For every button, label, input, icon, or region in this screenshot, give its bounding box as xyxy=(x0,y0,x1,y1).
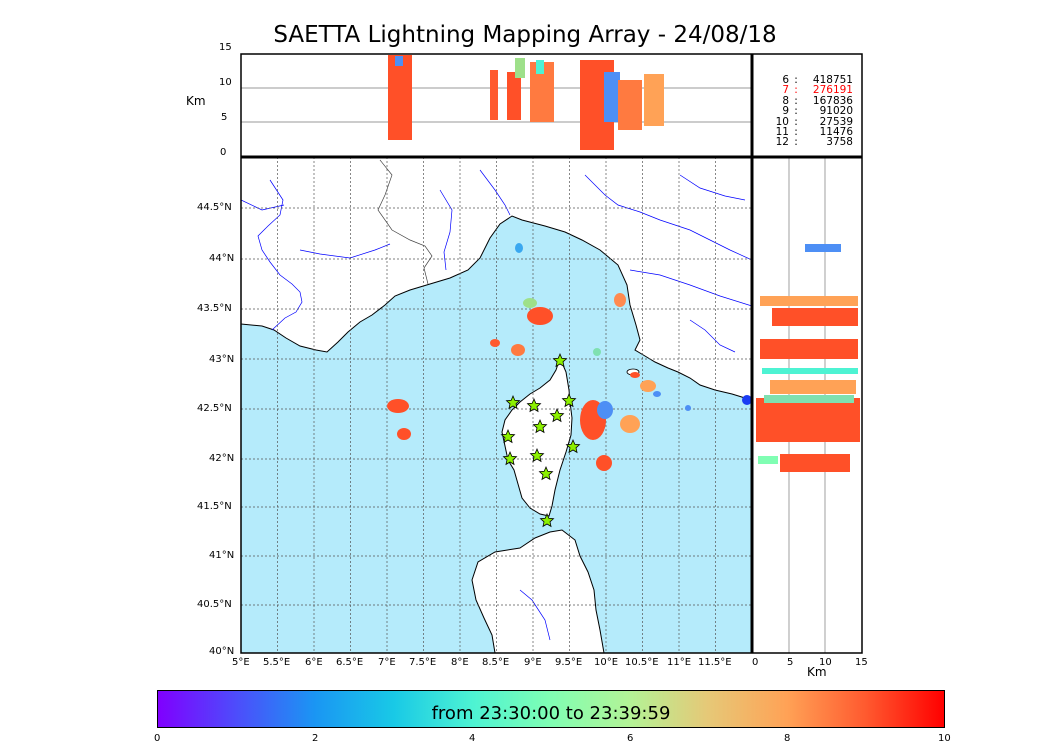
lon-tick: 6.5°E xyxy=(336,657,364,668)
station-number: 12 xyxy=(775,136,789,149)
chart-title: SAETTA Lightning Mapping Array - 24/08/1… xyxy=(273,22,777,48)
source-count: 11476 xyxy=(819,126,853,139)
source-count: 418751 xyxy=(812,74,853,86)
lon-tick: 11.5°E xyxy=(698,657,732,668)
lat-tick: 41°N xyxy=(209,550,235,561)
map-grid xyxy=(241,157,752,653)
station-star xyxy=(532,418,548,434)
lon-tick: 9°E xyxy=(524,657,542,668)
side-tick-10: 10 xyxy=(819,657,832,668)
national-border xyxy=(377,159,433,285)
colorbar-tick: 6 xyxy=(627,733,634,744)
station-star xyxy=(539,512,555,528)
station-count-table: 6:418751 7:276191 8:167836 9:91020 10:27539 1… xyxy=(756,75,856,148)
lon-tick: 11°E xyxy=(667,657,692,668)
altitude-longitude-panel xyxy=(241,55,752,150)
lon-tick: 8°E xyxy=(451,657,469,668)
separator: : xyxy=(794,84,798,97)
source-count: 3758 xyxy=(826,136,853,149)
lightning-map-figure xyxy=(240,53,863,654)
station-count-row: 11: 11476 xyxy=(756,126,856,139)
station-star xyxy=(561,392,577,408)
station-star xyxy=(502,450,518,466)
lon-tick: 10.5°E xyxy=(625,657,659,668)
lat-tick: 42.5°N xyxy=(197,403,232,414)
station-star xyxy=(505,394,521,410)
lightning-sources xyxy=(387,243,752,471)
alt-tick-5: 5 xyxy=(221,112,228,123)
colorbar-tick: 8 xyxy=(784,733,791,744)
lon-tick: 9.5°E xyxy=(555,657,583,668)
side-tick-15: 15 xyxy=(855,657,868,668)
lat-tick: 43°N xyxy=(209,354,235,365)
rivers xyxy=(241,169,752,641)
lat-tick: 40.5°N xyxy=(197,599,232,610)
lat-tick: 40°N xyxy=(209,646,235,657)
latitude-altitude-panel xyxy=(756,157,860,653)
lon-tick: 7.5°E xyxy=(409,657,437,668)
source-count: 167836 xyxy=(812,94,853,107)
colorbar-tick: 4 xyxy=(469,733,476,744)
lat-tick: 41.5°N xyxy=(197,501,232,512)
station-count-row: 10: 27539 xyxy=(756,115,856,128)
station-number: 11 xyxy=(775,126,789,139)
corsica xyxy=(501,356,573,517)
station-count-row: 9: 91020 xyxy=(756,105,856,118)
station-star xyxy=(565,438,581,454)
station-count-row: 8: 167836 xyxy=(756,94,856,107)
station-number: 9 xyxy=(782,105,789,118)
lon-tick: 10°E xyxy=(594,657,619,668)
station-markers xyxy=(500,352,581,528)
lat-tick: 42°N xyxy=(209,453,235,464)
colorbar-tick: 2 xyxy=(312,733,319,744)
side-axis-unit: Km xyxy=(807,665,827,679)
station-number: 8 xyxy=(782,94,789,107)
colorbar-tick: 0 xyxy=(154,733,161,744)
source-count: 276191 xyxy=(812,84,853,97)
source-count: 91020 xyxy=(819,105,853,118)
lon-tick: 5°E xyxy=(232,657,250,668)
source-count: 27539 xyxy=(819,115,853,128)
lat-tick: 44°N xyxy=(209,253,235,264)
station-number: 7 xyxy=(782,84,789,97)
panel-frames xyxy=(240,53,863,654)
station-star xyxy=(538,465,554,481)
separator: : xyxy=(794,94,798,107)
station-star xyxy=(552,352,568,368)
lon-tick: 8.5°E xyxy=(482,657,510,668)
separator: : xyxy=(794,105,798,118)
station-number: 10 xyxy=(775,115,789,128)
alt-tick-10: 10 xyxy=(219,77,232,88)
lon-tick: 7°E xyxy=(378,657,396,668)
side-tick-5: 5 xyxy=(787,657,794,668)
station-star xyxy=(529,447,545,463)
station-number: 6 xyxy=(782,74,789,86)
station-count-row: 6: 418751 xyxy=(756,74,856,86)
separator: : xyxy=(794,115,798,128)
side-tick-0: 0 xyxy=(752,657,759,668)
separator: : xyxy=(794,136,798,149)
map-panel xyxy=(241,157,752,653)
station-star xyxy=(549,407,565,423)
alt-tick-15: 15 xyxy=(219,42,232,53)
sardinia xyxy=(471,529,605,653)
alt-axis-unit: Km xyxy=(186,94,206,108)
station-star xyxy=(526,397,542,413)
separator: : xyxy=(794,74,798,86)
lon-tick: 6°E xyxy=(305,657,323,668)
colorbar-tick: 10 xyxy=(938,733,951,744)
station-count-row: 12: 3758 xyxy=(756,136,856,149)
station-star xyxy=(500,428,516,444)
mainland xyxy=(241,157,752,401)
lon-tick: 5.5°E xyxy=(263,657,291,668)
colorbar-label: from 23:30:00 to 23:39:59 xyxy=(431,703,671,724)
lat-tick: 44.5°N xyxy=(197,202,232,213)
station-count-row: 7: 276191 xyxy=(756,84,856,97)
lat-tick: 43.5°N xyxy=(197,303,232,314)
time-colorbar xyxy=(157,690,945,728)
separator: : xyxy=(794,126,798,139)
alt-tick-0: 0 xyxy=(220,147,227,158)
